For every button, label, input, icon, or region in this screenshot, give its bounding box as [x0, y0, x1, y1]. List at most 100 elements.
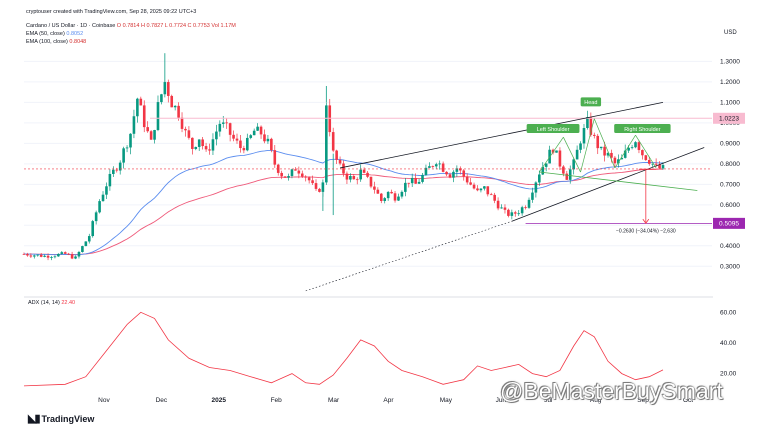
pattern-line	[614, 134, 636, 169]
pattern-line	[539, 137, 564, 173]
left-shoulder-label-bg	[526, 124, 580, 134]
candle-body	[81, 246, 84, 252]
candle-body	[558, 150, 562, 167]
adx-tick-label: 20.00	[720, 371, 737, 378]
candle-body	[50, 257, 53, 258]
candle-body	[407, 182, 411, 184]
time-tick-label: Jul	[544, 397, 553, 404]
pattern-line	[580, 118, 595, 173]
candle-body	[637, 142, 641, 151]
ema50-label: EMA (50, close)	[26, 31, 65, 37]
candle-body	[187, 130, 191, 138]
candle-body	[239, 140, 242, 149]
candle-body	[331, 132, 335, 151]
candle-body	[617, 159, 620, 164]
candle-body	[448, 174, 452, 178]
candle-body	[335, 150, 338, 160]
candle-body	[273, 150, 277, 165]
candle-body	[177, 105, 180, 118]
candle-body	[84, 241, 88, 247]
candle-body	[39, 254, 43, 257]
candle-body	[606, 152, 610, 156]
candle-body	[531, 192, 534, 200]
candle-body	[105, 186, 108, 195]
candle-body	[57, 253, 60, 257]
upper-trendline	[339, 101, 664, 169]
pattern-line	[593, 118, 616, 169]
measure-label: −0.2630 (−34.04%) −2,630	[616, 228, 676, 234]
candle-body	[627, 147, 630, 151]
candle-body	[500, 207, 503, 209]
candle-body	[160, 94, 163, 103]
candle-body	[36, 254, 40, 256]
price-tick-label: 0.4000	[720, 243, 740, 250]
candle-body	[438, 163, 441, 165]
candle-body	[87, 236, 91, 242]
symbol-name[interactable]: Cardano / US Dollar · 1D · Coinbase	[26, 23, 116, 29]
candle-body	[362, 169, 366, 173]
candle-body	[263, 134, 266, 142]
ema50-legend[interactable]: EMA (50, close) 0.8052	[26, 31, 83, 37]
candle-body	[215, 131, 218, 140]
candle-body	[122, 148, 125, 163]
time-tick-label: Sep	[637, 397, 649, 404]
candle-body	[493, 194, 496, 201]
candle-body	[311, 180, 314, 184]
candle-body	[146, 127, 149, 132]
ema50-value: 0.8052	[66, 31, 84, 37]
candle-body	[404, 182, 407, 192]
ema100-legend[interactable]: EMA (100, close) 0.8048	[26, 39, 86, 45]
watermark: @BeMasterBuySmart	[500, 378, 723, 405]
target-badge-bg	[713, 217, 745, 229]
candle-body	[517, 213, 521, 215]
price-axis[interactable]: 1.30001.20001.10001.00000.90000.80000.70…	[713, 58, 745, 270]
neckline	[539, 171, 698, 191]
time-tick-label: May	[440, 397, 453, 404]
ema50-path	[23, 149, 664, 256]
candle-body	[208, 149, 211, 151]
candle-body	[184, 128, 187, 131]
candle-body	[173, 105, 177, 108]
pattern-line	[635, 134, 657, 169]
candle-body	[476, 188, 479, 191]
price-tick-label: 0.3000	[720, 263, 740, 270]
candle-body	[235, 138, 239, 141]
candle-body	[129, 133, 132, 148]
candle-body	[63, 252, 67, 254]
ema100-value: 0.8048	[69, 39, 87, 45]
adx-panel: ADX (14, 14) 22.40 60.00 40.00 20.00	[23, 300, 737, 387]
candle-body	[345, 173, 349, 180]
candle-body	[579, 143, 582, 150]
candle-body	[201, 139, 204, 147]
candle-body	[386, 191, 390, 199]
adx-label: ADX (14, 14) 22.40	[28, 300, 75, 306]
candle-body	[524, 207, 527, 209]
price-tick-label: 0.8000	[720, 161, 740, 168]
time-tick-label: Dec	[156, 397, 168, 404]
candle-body	[197, 139, 201, 147]
candle-body	[46, 255, 50, 258]
candles	[22, 53, 665, 261]
candle-body	[314, 183, 318, 189]
candle-body	[204, 146, 208, 150]
candle-body	[280, 172, 283, 177]
candle-body	[582, 128, 586, 144]
candle-body	[462, 170, 466, 177]
candle-body	[307, 177, 311, 181]
candle-body	[603, 146, 606, 156]
time-axis[interactable]: Nov Dec 2025 Feb Mar Apr May Jun Jul Aug Sep Oct	[98, 397, 693, 404]
candle-body	[596, 135, 600, 149]
head-label-bg	[580, 97, 602, 107]
candle-body	[53, 256, 57, 258]
candle-body	[541, 166, 545, 175]
candle-body	[156, 102, 160, 131]
time-tick-label: Aug	[590, 397, 602, 404]
tradingview-logo[interactable]: ◣▮ TradingView	[28, 412, 94, 425]
candle-body	[572, 159, 575, 170]
candle-body	[70, 254, 74, 259]
candle-body	[259, 126, 263, 135]
candle-body	[434, 164, 438, 167]
measure-arrow-head	[642, 218, 650, 224]
candle-body	[414, 177, 417, 184]
